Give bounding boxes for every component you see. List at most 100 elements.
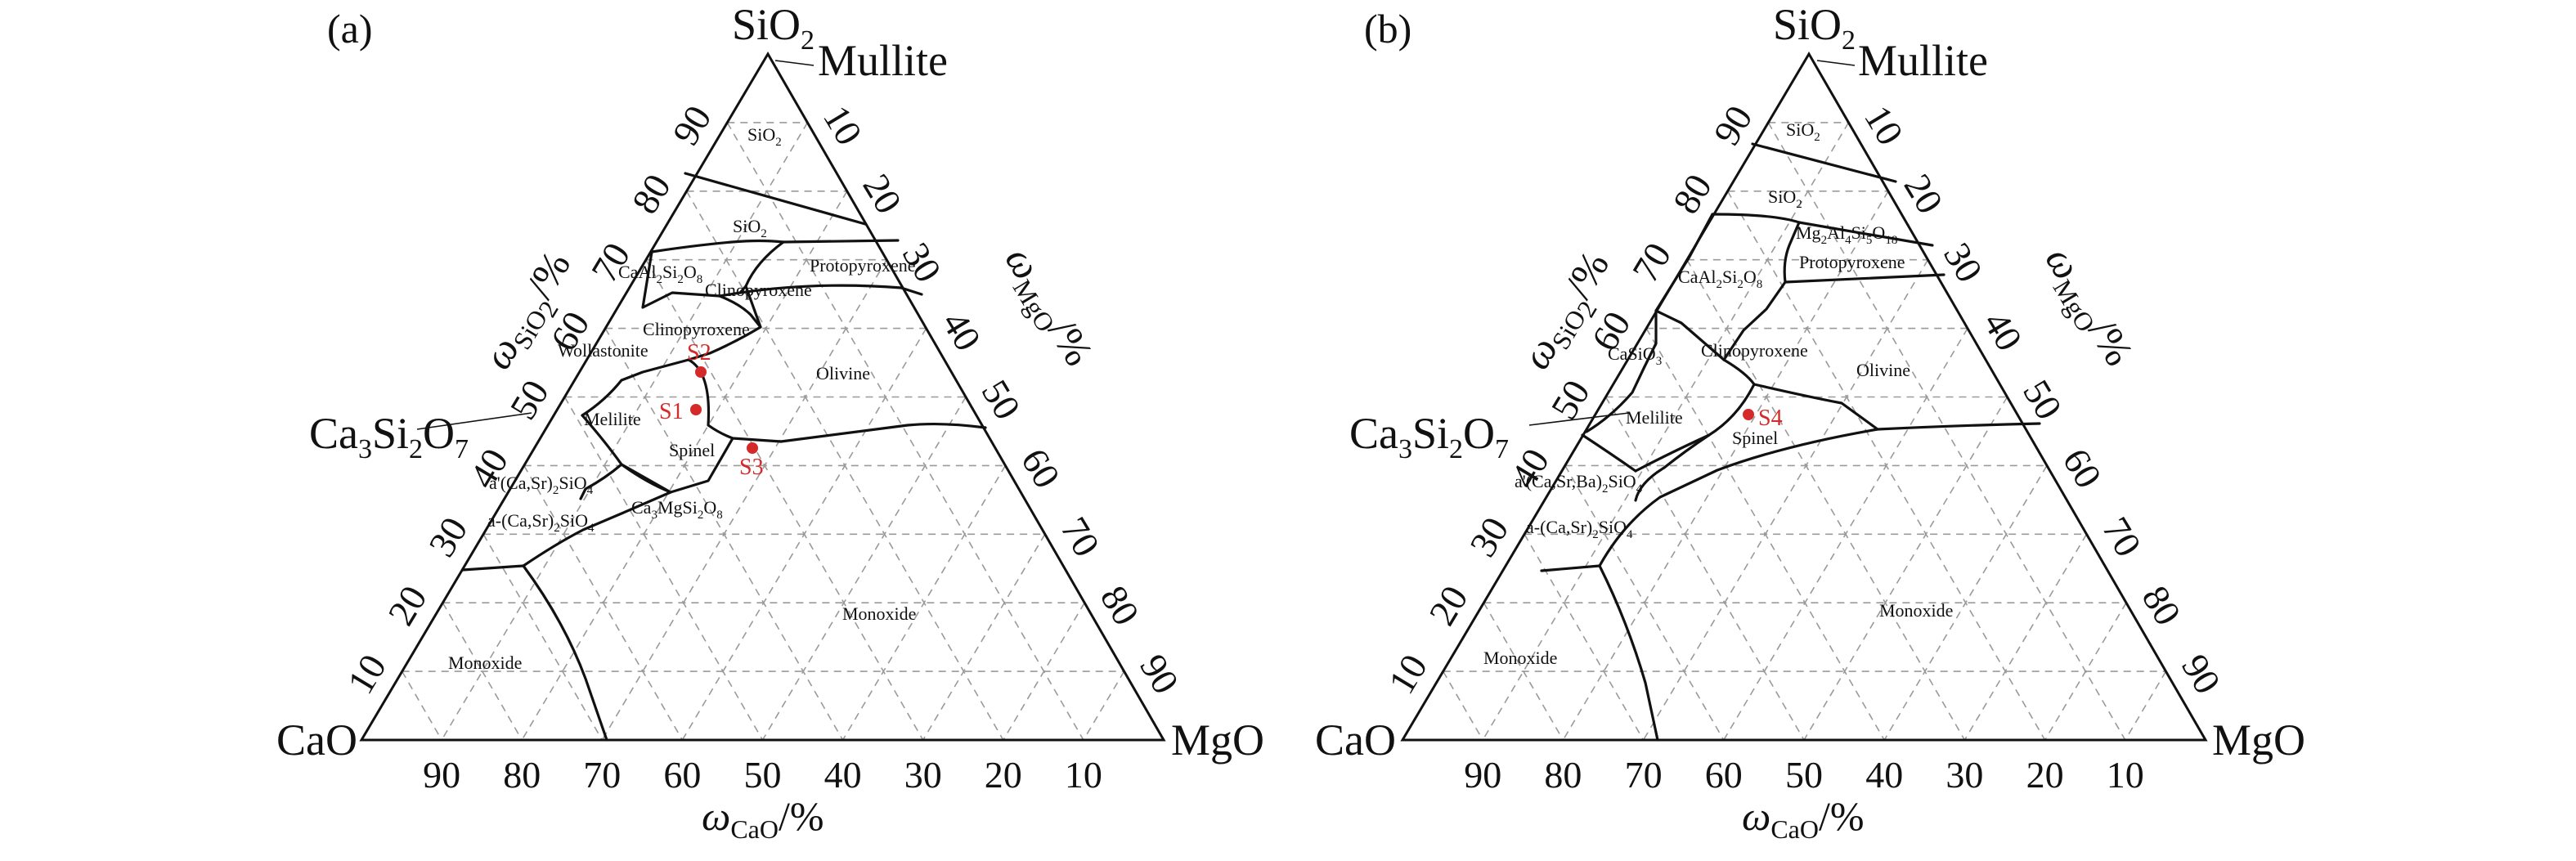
grid-line: [1963, 533, 2088, 741]
grid-line: [1604, 397, 1805, 741]
field-protopyroxene-a: Protopyroxene: [810, 255, 916, 276]
samples-a: S2 S1 S3: [659, 340, 764, 480]
grid-line: [1443, 670, 1483, 741]
field-sio2-mid-a: SiO2: [733, 216, 767, 240]
grid-line: [1803, 397, 2008, 741]
field-protopyroxene-b: Protopyroxene: [1799, 252, 1905, 272]
ca3si2o7-leader-a: [416, 412, 532, 430]
left-tick-label: 90: [664, 98, 719, 152]
ca3si2o7-label-a: Ca3Si2O7: [309, 409, 469, 464]
sample-label-s3: S3: [739, 455, 764, 480]
field-sio2-top-b: SiO2: [1786, 119, 1820, 144]
right-tick-label: 60: [2055, 442, 2110, 496]
bottom-tick-label: 10: [1065, 754, 1102, 796]
right-tick-label: 80: [2134, 579, 2189, 633]
panel-b: SiO2 Mullite CaO MgO Ca3Si2O7 (b) SiO2 S…: [1315, 0, 2305, 844]
grid-line: [1482, 122, 1850, 741]
left-tick-label: 70: [1624, 235, 1679, 289]
phase-boundaries-a: [461, 172, 987, 742]
grid-line: [1726, 191, 2046, 741]
sample-point-s2: [695, 366, 707, 378]
grid-line: [1083, 670, 1125, 741]
bottom-tick-label: 50: [744, 754, 782, 796]
field-clinopyroxene-2-a: Clinopyroxene: [643, 319, 750, 339]
panel-label-b: (b): [1364, 6, 1411, 52]
left-tick-label: 20: [379, 579, 434, 633]
grid-line: [523, 465, 684, 741]
field-sio2-mid-b: SiO2: [1768, 186, 1802, 211]
field-melilite-b: Melilite: [1626, 407, 1683, 428]
sample-point-s1: [690, 404, 702, 415]
grid-line: [645, 259, 924, 741]
grid-line: [521, 191, 848, 741]
vertex-mgo-a: MgO: [1171, 715, 1264, 765]
samples-b: S4: [1743, 406, 1783, 431]
vertex-sio2-b: SiO2: [1773, 0, 1856, 56]
right-tick-label: 30: [895, 235, 949, 289]
grid-line: [442, 602, 523, 741]
right-tick-label: 80: [1093, 579, 1147, 633]
bottom-tick-label: 40: [824, 754, 862, 796]
vertex-mullite-a: Mullite: [818, 36, 948, 85]
field-sio2-top-a: SiO2: [747, 124, 782, 149]
right-tick-label: 70: [1052, 510, 1107, 564]
field-clinopyroxene-b: Clinopyroxene: [1701, 340, 1808, 361]
right-tick-label: 90: [2174, 647, 2228, 701]
right-tick-label: 60: [1013, 442, 1068, 496]
grid-line: [1564, 464, 1725, 741]
field-monoxide-left-b: Monoxide: [1483, 648, 1557, 668]
bottom-tick-label: 70: [1625, 754, 1663, 796]
right-tick-label: 30: [1936, 235, 1990, 289]
right-tick-label: 10: [1856, 98, 1911, 152]
field-monoxide-left-a: Monoxide: [448, 652, 522, 673]
sample-label-s4: S4: [1758, 406, 1783, 431]
panel-label-a: (a): [327, 6, 373, 52]
bottom-tick-label: 90: [1464, 754, 1501, 796]
grid-line: [726, 122, 1084, 741]
left-tick-label: 10: [1380, 647, 1435, 701]
axis-label-mgo-b: ωMgO/%: [2032, 239, 2143, 376]
bottom-axis-ticks-b: 90 80 70 60 50 40 30 20 10: [1464, 754, 2144, 796]
field-olivine-b: Olivine: [1856, 360, 1910, 380]
sample-label-s1: S1: [659, 399, 684, 424]
triangle-outline-a: [359, 52, 1166, 742]
vertex-sio2-a: SiO2: [732, 0, 815, 56]
grid-line: [601, 259, 887, 741]
vertex-mullite-b: Mullite: [1858, 36, 1988, 85]
vertex-cao-b: CaO: [1315, 715, 1396, 765]
bottom-tick-label: 30: [1945, 754, 1983, 796]
grid-line: [761, 397, 967, 741]
bottom-tick-label: 60: [663, 754, 701, 796]
bottom-tick-label: 60: [1705, 754, 1743, 796]
field-monoxide-right-b: Monoxide: [1879, 600, 1953, 621]
grid-line: [402, 670, 442, 741]
bottom-tick-label: 20: [985, 754, 1022, 796]
bottom-tick-label: 80: [1544, 754, 1582, 796]
field-monoxide-right-a: Monoxide: [842, 603, 916, 624]
field-spinel-a: Spinel: [669, 440, 715, 460]
sample-label-s2: S2: [687, 340, 711, 365]
right-tick-label: 20: [855, 167, 909, 221]
bottom-tick-label: 40: [1865, 754, 1903, 796]
right-tick-label: 40: [934, 304, 989, 358]
grid-line: [2125, 670, 2167, 741]
grid-line: [685, 191, 1004, 741]
bottom-tick-label: 20: [2026, 754, 2064, 796]
grid-line: [1562, 191, 1889, 741]
bottom-tick-label: 10: [2107, 754, 2144, 796]
right-tick-label: 50: [2015, 373, 2070, 427]
mullite-leader-a: [774, 60, 815, 66]
bottom-tick-label: 90: [423, 754, 460, 796]
axis-label-cao-a: ωCaO/%: [702, 793, 824, 844]
bottom-axis-ticks-a: 90 80 70 60 50 40 30 20 10: [423, 754, 1102, 796]
left-tick-label: 80: [624, 167, 679, 221]
bottom-tick-label: 80: [503, 754, 541, 796]
sample-point-s4: [1743, 409, 1754, 420]
field-anorthite-b: CaAl2Si2O8: [1678, 267, 1762, 291]
ca3si2o7-leader-b: [1528, 412, 1630, 426]
left-tick-label: 30: [420, 510, 475, 564]
vertex-cao-a: CaO: [276, 715, 357, 765]
grid-a: [402, 122, 1125, 741]
